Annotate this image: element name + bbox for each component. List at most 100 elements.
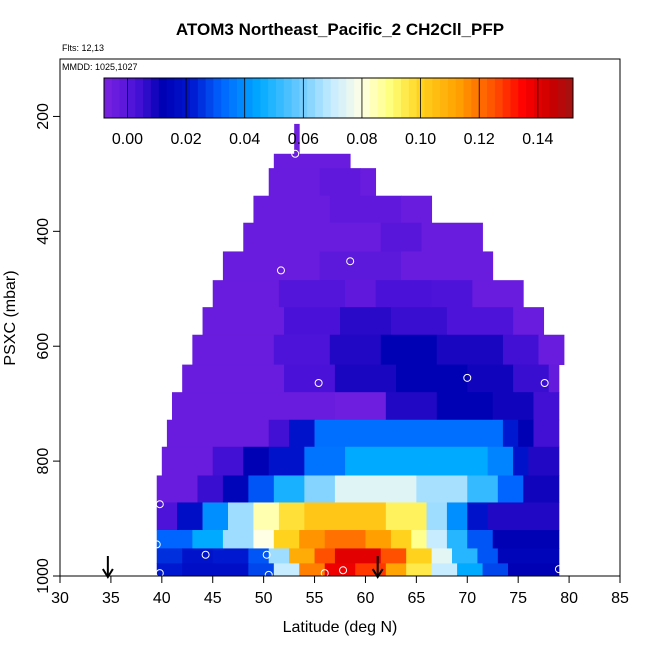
heatmap-cell (273, 563, 300, 577)
colorbar-swatch (401, 78, 410, 118)
heatmap-cell (340, 307, 392, 336)
heatmap-cell (345, 446, 489, 476)
colorbar-swatch (315, 78, 324, 118)
colorbar-swatch (463, 78, 472, 118)
x-tick-label: 50 (255, 590, 273, 607)
heatmap-cell (446, 502, 468, 531)
heatmap-cell (401, 195, 433, 224)
heatmap-cell (467, 530, 494, 549)
heatmap-cell (329, 195, 402, 224)
heatmap-cell (289, 419, 315, 448)
heatmap-cell (467, 475, 499, 503)
colorbar-gradient (104, 78, 574, 118)
heatmap-cell (492, 530, 560, 549)
sample-point (540, 378, 549, 387)
colorbar-swatch (244, 78, 254, 118)
heatmap-cell (192, 334, 275, 365)
heatmap-cell (360, 168, 377, 197)
heatmap-cell (523, 475, 560, 503)
colorbar-swatch (307, 78, 316, 118)
heatmap-cell (452, 548, 478, 564)
colorbar-swatch (565, 78, 574, 118)
heatmap-cell (380, 548, 407, 564)
heatmap-cell (436, 334, 504, 365)
colorbar-swatch (104, 78, 113, 118)
heatmap-cell (502, 334, 539, 365)
heatmap-cell (426, 502, 448, 531)
heatmap-cell (513, 446, 529, 476)
colorbar-swatch (291, 78, 300, 118)
heatmap-cell (228, 502, 254, 531)
colorbar-swatch (268, 78, 277, 118)
colorbar-swatch (111, 78, 121, 118)
colorbar-swatch (432, 78, 441, 118)
colorbar-swatch (275, 78, 285, 118)
y-tick-label: 1000 (35, 558, 52, 594)
heatmap-cell (390, 530, 412, 549)
heatmap-cell (334, 392, 387, 421)
x-tick-label: 65 (407, 590, 425, 607)
heatmap-cell (304, 502, 387, 531)
colorbar-swatch (440, 78, 449, 118)
heatmap-cell (166, 419, 270, 448)
sample-point (463, 373, 472, 382)
heatmap-cell (284, 364, 336, 393)
heatmap-cell (385, 392, 438, 421)
colorbar-tick-label: 0.00 (112, 131, 143, 148)
y-tick-label: 800 (35, 448, 52, 475)
heatmap-cell (192, 530, 224, 549)
heatmap-cell (273, 334, 331, 365)
heatmap-cell (497, 548, 560, 564)
heatmap-cell (548, 364, 560, 393)
colorbar-swatch (213, 78, 222, 118)
heatmap-cell (243, 446, 270, 476)
colorbar-swatch (424, 78, 433, 118)
heatmap-cell (385, 502, 427, 531)
colorbar-swatch (229, 78, 238, 118)
heatmap-cell (161, 446, 214, 476)
colorbar-swatch (479, 78, 488, 118)
heatmap-cell (222, 475, 249, 503)
colorbar-swatch (557, 78, 566, 118)
heatmap-cell (365, 530, 392, 549)
heatmap-cell (319, 168, 361, 197)
heatmap-cells (156, 123, 565, 577)
heatmap-cell (314, 548, 336, 564)
heatmap-cell (182, 563, 249, 577)
x-tick-label: 85 (611, 590, 629, 607)
heatmap-cell (324, 563, 356, 577)
colorbar-swatch (487, 78, 496, 118)
colorbar-tick-label: 0.04 (229, 131, 260, 148)
y-tick-label: 200 (35, 103, 52, 130)
colorbar-swatch (502, 78, 511, 118)
sample-point (262, 550, 271, 559)
heatmap-cell (508, 563, 560, 577)
heatmap-cell (431, 563, 458, 577)
heatmap-cell (467, 502, 489, 531)
x-tick-label: 80 (560, 590, 578, 607)
heatmap-cell (222, 251, 321, 281)
heatmap-cell (156, 548, 183, 564)
x-tick-label: 45 (204, 590, 222, 607)
heatmap-cell (182, 364, 285, 393)
heatmap-cell (487, 446, 514, 476)
sample-point (152, 540, 161, 549)
heatmap-cell (528, 446, 560, 476)
heatmap-cell (156, 502, 178, 531)
heatmap-cell (385, 563, 407, 577)
heatmap-cell (248, 548, 270, 564)
colorbar-tick-label: 0.10 (405, 131, 436, 148)
heatmap-cell (446, 530, 468, 549)
heatmap-cell (172, 392, 336, 421)
heatmap-cell (431, 548, 453, 564)
colorbar-swatch (549, 78, 558, 118)
colorbar-swatch (158, 78, 168, 118)
heatmap-cell (518, 419, 534, 448)
arrow-markers (102, 556, 384, 579)
x-tick-label: 60 (357, 590, 375, 607)
heatmap-cell (156, 530, 193, 549)
heatmap-cell (253, 502, 280, 531)
heatmap-cell (253, 195, 331, 224)
colorbar-swatch (338, 78, 347, 118)
